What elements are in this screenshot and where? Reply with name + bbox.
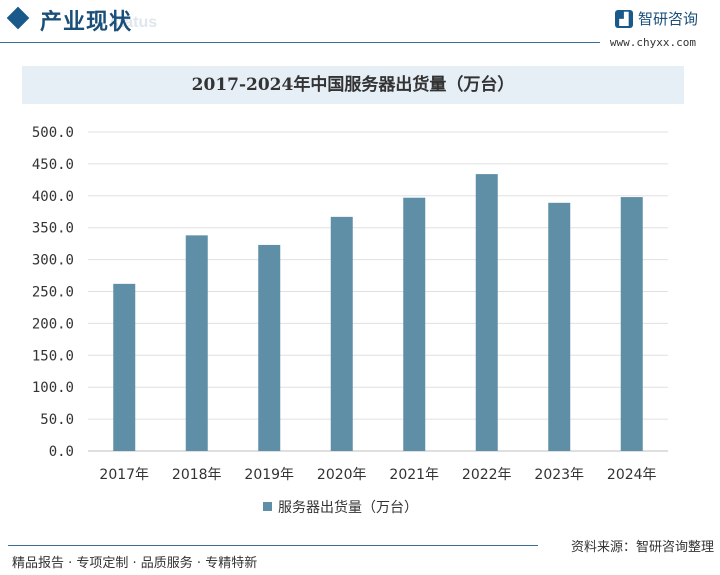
y-tick-label: 50.0: [40, 412, 74, 428]
chart-title-bar: 2017-2024年中国服务器出货量（万台）: [22, 66, 684, 104]
x-tick-label: 2022年: [462, 467, 512, 483]
x-tick-label: 2023年: [534, 467, 584, 483]
brand-name: 智研咨询: [637, 10, 698, 28]
y-tick-label: 500.0: [32, 125, 74, 141]
y-tick-label: 100.0: [32, 380, 74, 396]
section-watermark: status: [110, 14, 158, 31]
footer-divider: [8, 545, 538, 546]
bar: [330, 216, 353, 451]
bar: [403, 197, 426, 451]
bar: [548, 202, 571, 451]
brand[interactable]: ▟ 智研咨询: [614, 8, 698, 29]
bar: [258, 244, 281, 451]
brand-logo-icon: ▟: [614, 9, 633, 28]
legend-swatch: [263, 502, 272, 511]
y-tick-label: 150.0: [32, 348, 74, 364]
y-tick-label: 250.0: [32, 285, 74, 301]
y-tick-label: 200.0: [32, 316, 74, 332]
footer-slogan: 精品报告 · 专项定制 · 品质服务 · 专精特新: [12, 556, 258, 571]
x-tick-label: 2021年: [389, 467, 439, 483]
header-divider: [0, 42, 600, 43]
y-tick-label: 400.0: [32, 189, 74, 205]
bar: [113, 283, 136, 451]
footer-source: 资料来源：智研咨询整理: [570, 540, 714, 555]
bar: [475, 174, 498, 451]
y-tick-label: 300.0: [32, 253, 74, 269]
bar: [620, 197, 643, 451]
brand-url[interactable]: www.chyxx.com: [609, 36, 696, 49]
x-tick-label: 2017年: [99, 467, 149, 483]
legend-label: 服务器出货量（万台）: [278, 499, 418, 516]
y-tick-label: 0.0: [49, 444, 74, 460]
section-title: 产业现状: [40, 10, 133, 35]
page-header: status 产业现状 ▟ 智研咨询 www.chyxx.com: [0, 0, 720, 49]
y-tick-label: 350.0: [32, 221, 74, 237]
x-tick-label: 2020年: [317, 467, 367, 483]
x-tick-label: 2024年: [607, 467, 657, 483]
x-tick-label: 2019年: [244, 467, 294, 483]
y-tick-label: 450.0: [32, 157, 74, 173]
chart-title: 2017-2024年中国服务器出货量（万台）: [191, 75, 515, 95]
x-tick-label: 2018年: [172, 467, 222, 483]
bar: [185, 235, 208, 451]
